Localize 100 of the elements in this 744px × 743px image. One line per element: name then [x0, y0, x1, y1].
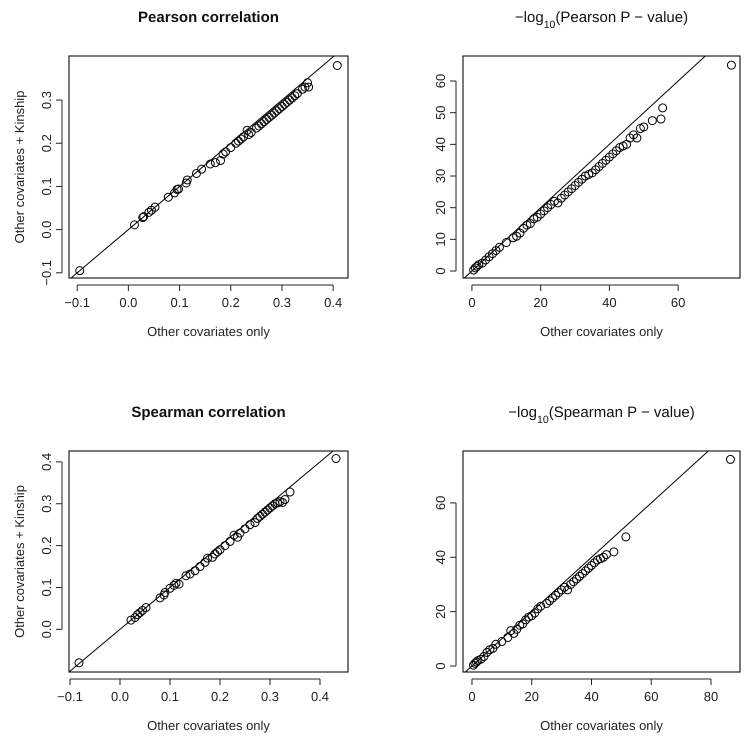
- x-tick-label: 60: [670, 295, 686, 310]
- point: [639, 122, 648, 132]
- point: [136, 608, 144, 618]
- y-axis-title: Other covariates + Kinship: [12, 90, 27, 244]
- point: [280, 100, 290, 109]
- point: [488, 644, 498, 653]
- point: [130, 220, 140, 230]
- point: [254, 121, 264, 130]
- y-tick-label: 0.0: [39, 620, 54, 638]
- point: [208, 552, 217, 562]
- point: [332, 454, 340, 464]
- point: [601, 156, 610, 165]
- y-tick-label: 20: [433, 604, 448, 619]
- point: [264, 112, 274, 122]
- point: [236, 528, 244, 538]
- point: [557, 585, 566, 594]
- point: [258, 510, 267, 519]
- point: [182, 175, 192, 184]
- x-tick-label: 0: [468, 689, 476, 704]
- point: [608, 149, 618, 158]
- point: [536, 602, 546, 611]
- x-tick-label: −0.1: [64, 295, 90, 310]
- point: [592, 556, 602, 565]
- point: [648, 116, 657, 126]
- point: [160, 588, 170, 597]
- x-tick-label: 60: [644, 689, 658, 704]
- point: [196, 562, 204, 572]
- point: [586, 560, 596, 570]
- x-tick-label: −0.1: [57, 689, 83, 704]
- point: [186, 570, 194, 579]
- point: [252, 124, 261, 133]
- point: [512, 624, 522, 634]
- point: [503, 632, 512, 642]
- point: [160, 590, 168, 600]
- point: [567, 184, 576, 194]
- point: [540, 206, 549, 216]
- point: [581, 566, 590, 576]
- point: [210, 549, 220, 558]
- point: [230, 530, 238, 540]
- point: [166, 584, 174, 593]
- y-tick-label: −0.1: [39, 260, 54, 286]
- point: [260, 117, 269, 126]
- y-tick-label: 0.1: [39, 177, 54, 196]
- point: [170, 580, 178, 590]
- y-tick-label: 30: [433, 168, 448, 184]
- x-tick-label: 0.1: [170, 295, 189, 310]
- point: [210, 158, 220, 168]
- point: [615, 143, 624, 152]
- point: [288, 93, 297, 102]
- point: [468, 660, 478, 670]
- x-tick-label: 0.0: [119, 295, 138, 310]
- point: [170, 188, 179, 198]
- point: [192, 168, 201, 178]
- x-tick-label: 20: [533, 295, 548, 310]
- x-tick-label: 40: [584, 689, 599, 704]
- point: [621, 532, 630, 542]
- point: [478, 258, 487, 268]
- point: [146, 206, 156, 215]
- x-tick-label: 0.3: [272, 295, 291, 310]
- point: [274, 104, 284, 114]
- point: [546, 200, 556, 210]
- point: [485, 645, 494, 654]
- point: [130, 613, 140, 622]
- x-axis-title: Other covariates only: [147, 324, 270, 339]
- point: [253, 514, 262, 523]
- point: [332, 61, 342, 70]
- point: [509, 628, 518, 638]
- point: [286, 488, 294, 497]
- point: [564, 187, 573, 196]
- y-tick-label: 0.3: [39, 91, 54, 110]
- point: [591, 165, 600, 174]
- x-tick-label: 0.4: [324, 295, 342, 310]
- point: [221, 147, 230, 156]
- point: [526, 219, 535, 228]
- point: [554, 588, 564, 598]
- point: [566, 580, 576, 589]
- point: [572, 574, 582, 584]
- point: [588, 168, 597, 178]
- point: [285, 96, 294, 105]
- point: [479, 652, 488, 662]
- point: [469, 266, 478, 275]
- point: [491, 640, 500, 649]
- point: [551, 590, 560, 600]
- point: [164, 192, 173, 202]
- point: [270, 108, 279, 118]
- point: [256, 512, 264, 521]
- point: [532, 212, 542, 222]
- point: [515, 620, 524, 630]
- point: [262, 114, 272, 124]
- point: [543, 203, 552, 212]
- x-tick-label: 0.3: [260, 689, 280, 704]
- y-tick-label: 0.3: [39, 494, 54, 513]
- point: [197, 164, 206, 174]
- point: [273, 498, 282, 508]
- point: [604, 152, 614, 162]
- point: [290, 91, 300, 100]
- point: [74, 658, 84, 668]
- point: [75, 266, 84, 276]
- point: [521, 615, 530, 624]
- point: [250, 518, 260, 528]
